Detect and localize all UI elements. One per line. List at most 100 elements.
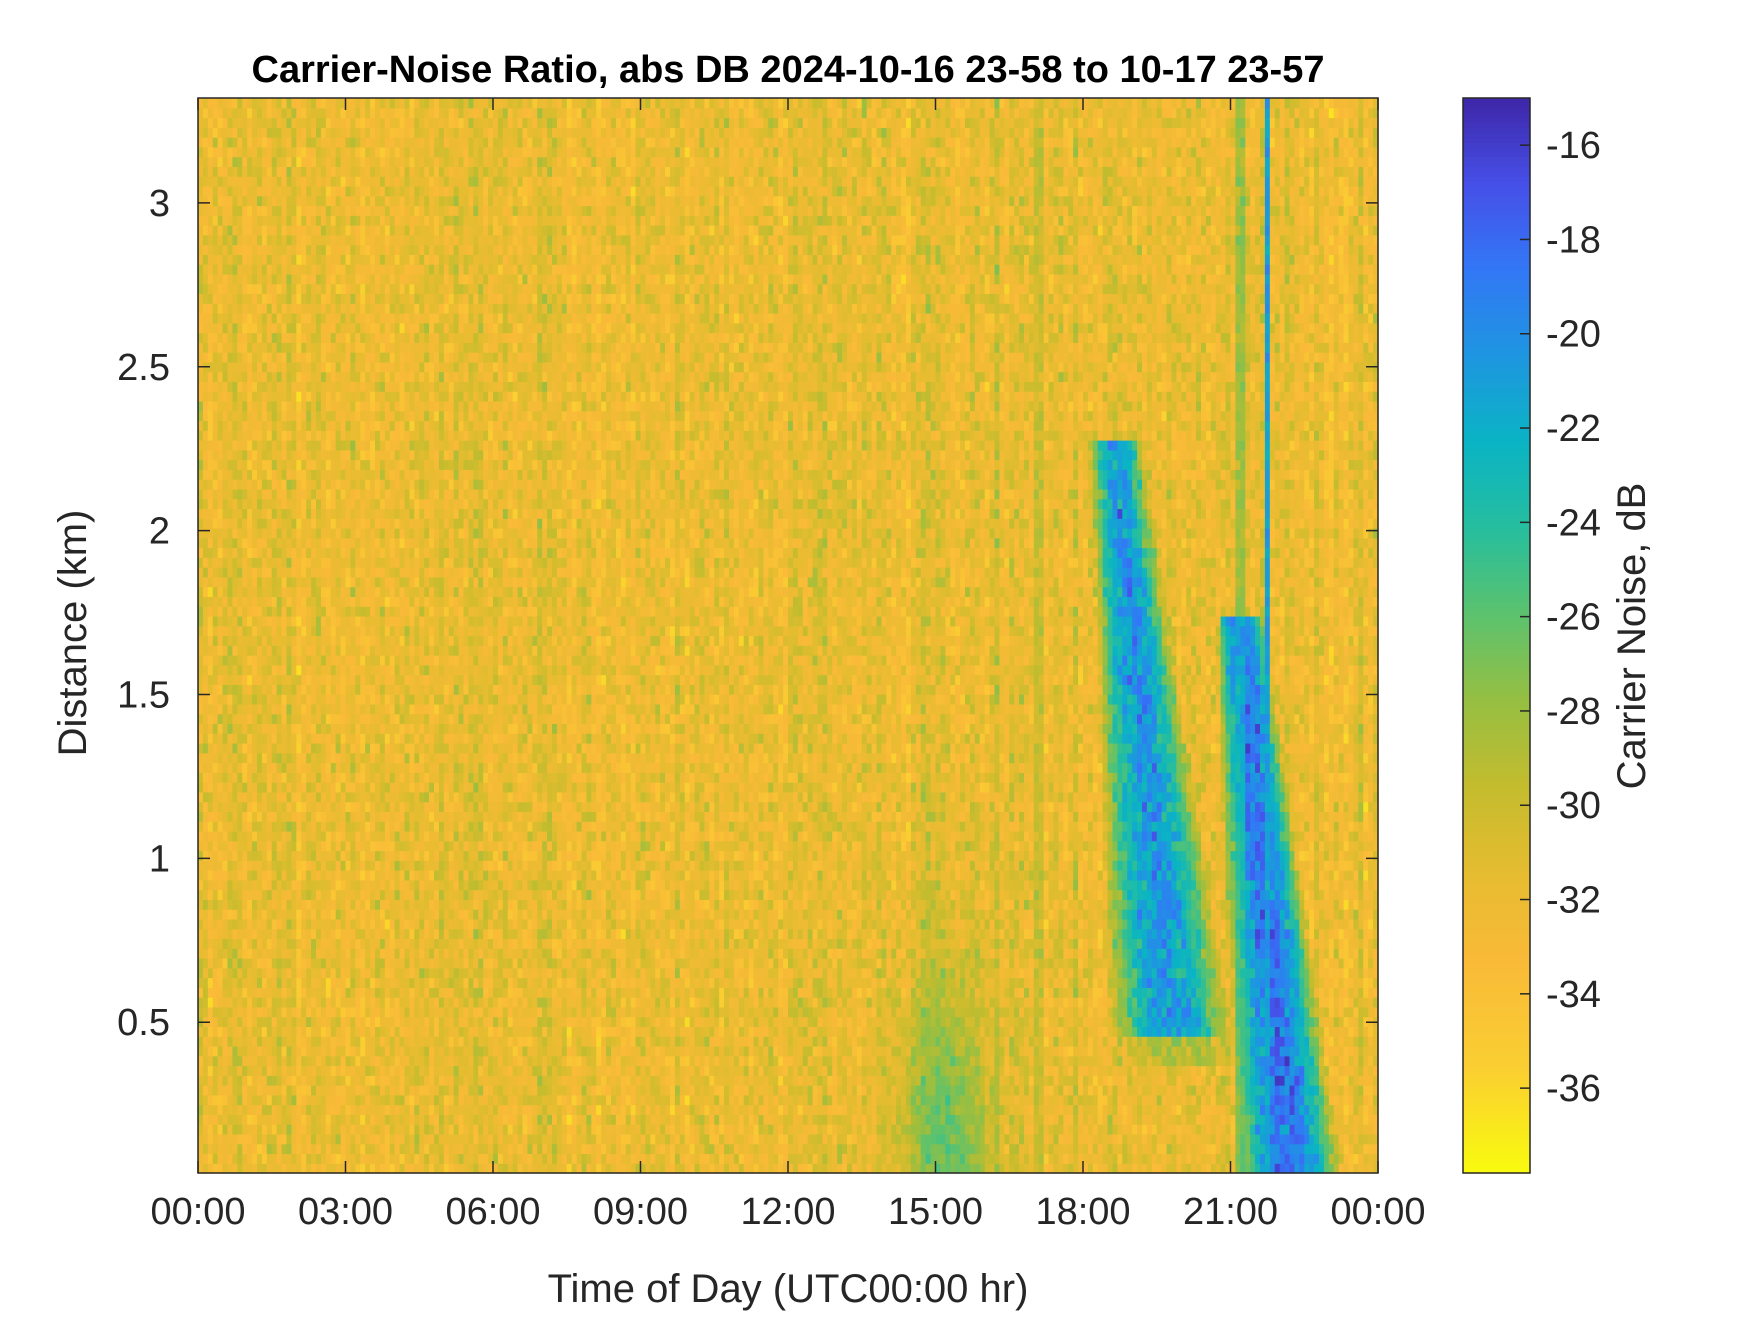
heatmap-cell: [414, 587, 420, 597]
heatmap-cell: [395, 811, 401, 821]
heatmap-cell: [232, 1124, 238, 1134]
heatmap-cell: [223, 118, 229, 128]
heatmap-cell: [232, 1105, 238, 1115]
heatmap-cell: [282, 968, 288, 978]
heatmap-cell: [306, 157, 312, 167]
heatmap-cell: [232, 1056, 238, 1066]
heatmap-cell: [208, 1124, 214, 1134]
heatmap-cell: [287, 391, 293, 401]
heatmap-cell: [409, 118, 415, 128]
heatmap-cell: [385, 968, 391, 978]
heatmap-cell: [247, 1075, 253, 1085]
heatmap-cell: [232, 352, 238, 362]
heatmap-cell: [405, 948, 411, 958]
heatmap-cell: [405, 938, 411, 948]
heatmap-cell: [336, 421, 342, 431]
heatmap-cell: [267, 342, 273, 352]
heatmap-cell: [301, 938, 307, 948]
heatmap-cell: [291, 127, 297, 137]
heatmap-cell: [301, 958, 307, 968]
heatmap-cell: [350, 782, 356, 792]
heatmap-cell: [375, 411, 381, 421]
heatmap-cell: [232, 978, 238, 988]
heatmap-cell: [213, 929, 219, 939]
heatmap-cell: [405, 1153, 411, 1163]
heatmap-cell: [350, 499, 356, 509]
heatmap-cell: [360, 362, 366, 372]
heatmap-cell: [262, 714, 268, 724]
heatmap-cell: [365, 528, 371, 538]
heatmap-cell: [232, 636, 238, 646]
heatmap-cell: [346, 1095, 352, 1105]
heatmap-cell: [331, 1095, 337, 1105]
heatmap-cell: [365, 714, 371, 724]
heatmap-cell: [360, 860, 366, 870]
heatmap-cell: [272, 1124, 278, 1134]
heatmap-cell: [198, 1066, 204, 1076]
heatmap-cell: [282, 899, 288, 909]
heatmap-cell: [316, 1085, 322, 1095]
heatmap-cell: [272, 118, 278, 128]
heatmap-cell: [355, 1124, 361, 1134]
heatmap-cell: [380, 851, 386, 861]
heatmap-cell: [346, 714, 352, 724]
heatmap-cell: [277, 968, 283, 978]
heatmap-cell: [414, 890, 420, 900]
heatmap-cell: [223, 987, 229, 997]
heatmap-cell: [355, 1066, 361, 1076]
heatmap-cell: [331, 606, 337, 616]
heatmap-cell: [395, 880, 401, 890]
heatmap-cell: [370, 166, 376, 176]
heatmap-cell: [346, 401, 352, 411]
heatmap-cell: [311, 645, 317, 655]
heatmap-cell: [370, 1114, 376, 1124]
heatmap-cell: [341, 938, 347, 948]
heatmap-cell: [262, 763, 268, 773]
heatmap-cell: [390, 235, 396, 245]
heatmap-cell: [360, 245, 366, 255]
heatmap-cell: [272, 176, 278, 186]
heatmap-cell: [321, 1056, 327, 1066]
heatmap-cell: [203, 313, 209, 323]
heatmap-cell: [257, 460, 263, 470]
heatmap-cell: [390, 528, 396, 538]
heatmap-cell: [301, 176, 307, 186]
heatmap-cell: [277, 557, 283, 567]
heatmap-cell: [390, 147, 396, 157]
heatmap-cell: [409, 157, 415, 167]
heatmap-cell: [232, 118, 238, 128]
heatmap-cell: [370, 665, 376, 675]
heatmap-cell: [370, 333, 376, 343]
heatmap-cell: [405, 303, 411, 313]
heatmap-cell: [390, 655, 396, 665]
heatmap-cell: [385, 948, 391, 958]
heatmap-cell: [257, 411, 263, 421]
heatmap-cell: [277, 1036, 283, 1046]
heatmap-cell: [198, 919, 204, 929]
heatmap-cell: [336, 264, 342, 274]
heatmap-cell: [296, 694, 302, 704]
heatmap-cell: [316, 479, 322, 489]
heatmap-cell: [331, 1144, 337, 1154]
heatmap-cell: [277, 743, 283, 753]
heatmap-cell: [400, 450, 406, 460]
heatmap-cell: [262, 1026, 268, 1036]
heatmap-cell: [385, 1036, 391, 1046]
heatmap-cell: [326, 1095, 332, 1105]
heatmap-cell: [405, 206, 411, 216]
heatmap-cell: [405, 313, 411, 323]
heatmap-cell: [232, 342, 238, 352]
heatmap-cell: [296, 1017, 302, 1027]
heatmap-cell: [380, 450, 386, 460]
heatmap-cell: [232, 606, 238, 616]
heatmap-cell: [257, 978, 263, 988]
heatmap-cell: [277, 636, 283, 646]
heatmap-cell: [341, 440, 347, 450]
heatmap-cell: [390, 1105, 396, 1115]
heatmap-cell: [405, 782, 411, 792]
heatmap-cell: [306, 342, 312, 352]
heatmap-cell: [385, 264, 391, 274]
heatmap-cell: [400, 1066, 406, 1076]
heatmap-cell: [355, 1105, 361, 1115]
heatmap-cell: [360, 987, 366, 997]
